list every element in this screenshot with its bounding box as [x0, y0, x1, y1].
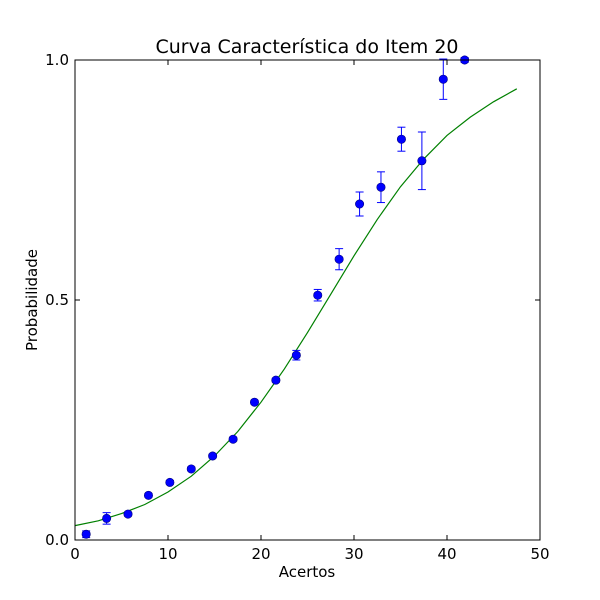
data-point [165, 477, 175, 487]
chart-title: Curva Característica do Item 20 [155, 36, 458, 58]
x-tick-label: 30 [344, 545, 363, 563]
y-axis-label: Probabilidade [23, 249, 41, 351]
data-point [123, 509, 133, 519]
data-point [291, 350, 301, 360]
x-tick-label: 0 [70, 545, 80, 563]
data-point [228, 434, 238, 444]
data-point [355, 199, 365, 209]
data-point [271, 375, 281, 385]
data-point [186, 464, 196, 474]
plot-area: 0 10 20 30 40 50 0.0 0.5 1.0 [45, 51, 549, 563]
data-point [313, 290, 323, 300]
x-tick-label: 50 [530, 545, 549, 563]
x-axis-label: Acertos [279, 563, 336, 581]
x-tick-label: 10 [158, 545, 177, 563]
data-point [208, 451, 218, 461]
data-point [81, 529, 91, 539]
y-tick-label: 1.0 [45, 51, 69, 69]
data-point [417, 156, 427, 166]
data-point [249, 397, 259, 407]
data-point [376, 182, 386, 192]
data-point [334, 254, 344, 264]
data-point [102, 513, 112, 523]
y-tick-label: 0.5 [45, 291, 69, 309]
data-point [438, 74, 448, 84]
data-point [396, 134, 406, 144]
y-tick-label: 0.0 [45, 531, 69, 549]
x-tick-label: 40 [437, 545, 456, 563]
x-tick-label: 20 [251, 545, 270, 563]
data-point [143, 490, 153, 500]
